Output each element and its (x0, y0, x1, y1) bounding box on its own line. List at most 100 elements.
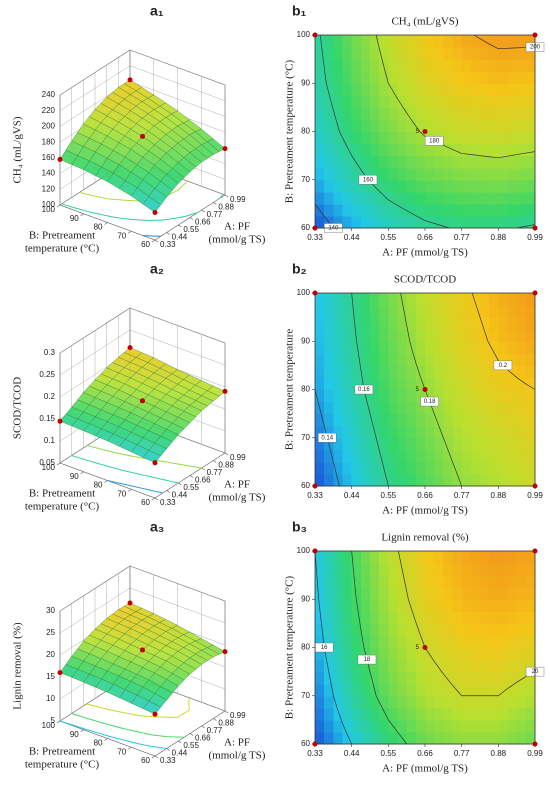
contour-cell (425, 365, 435, 379)
contour-cell (333, 563, 344, 576)
contour-cell (516, 317, 527, 330)
x-tick (224, 710, 229, 714)
contour-cell (434, 623, 444, 637)
contour-cell (406, 635, 417, 649)
contour-cell (370, 143, 380, 157)
contour-cell (480, 131, 490, 145)
contour-cell (452, 341, 463, 354)
contour-cell (397, 425, 408, 439)
contour-cell (507, 317, 518, 330)
contour-cell (397, 215, 408, 229)
contour-cell (434, 449, 444, 463)
contour-cell (342, 191, 353, 205)
contour-cell (360, 671, 371, 685)
contour-cell (480, 413, 490, 427)
contour-cell (443, 305, 454, 318)
contour-cell (351, 317, 362, 330)
y-tick (128, 747, 132, 750)
contour-cell (324, 575, 334, 588)
contour-cell (333, 377, 344, 391)
contour-cell (461, 107, 472, 121)
contour-cell (324, 131, 334, 145)
contour-cell (470, 83, 481, 96)
contour-cell (324, 47, 334, 60)
contour-cell (342, 329, 353, 342)
contour-cell (452, 563, 463, 576)
contour-cell (434, 707, 444, 721)
y-tick-label: 80 (94, 739, 103, 748)
y-tick-label: 100 (42, 205, 56, 214)
contour-cell (388, 59, 399, 72)
contour-cell (452, 365, 463, 379)
contour-cell (434, 95, 444, 108)
contour-cell (397, 611, 408, 624)
design-point (532, 548, 538, 554)
contour-cell (480, 599, 490, 612)
contour-cell (507, 365, 518, 379)
contour-cell (360, 59, 371, 72)
contour-cell (415, 611, 426, 624)
contour-cell (360, 353, 371, 366)
contour-cell (351, 647, 362, 661)
contour-cell (461, 611, 472, 624)
contour-cell (507, 59, 518, 72)
design-point (140, 398, 145, 404)
contour-cell (425, 377, 435, 391)
contour-cell (425, 35, 435, 48)
contour-cell (507, 551, 518, 564)
contour-cell (498, 59, 509, 72)
contour-cell (525, 683, 536, 697)
contour-label-box (424, 136, 444, 146)
contour-label-box (354, 384, 374, 395)
y-tick (80, 471, 84, 474)
contour-cell (397, 413, 408, 427)
y-tick-label: 90 (301, 336, 310, 345)
contour-cell (342, 731, 353, 745)
contour-cell (333, 671, 344, 685)
contour-cell (379, 143, 389, 157)
contour-cell (470, 707, 481, 721)
contour-cell (507, 203, 518, 217)
contour-cell (342, 353, 353, 366)
contour-cell (525, 83, 536, 96)
contour-cell (333, 47, 344, 60)
contour-cell (498, 203, 509, 217)
contour-cell (443, 551, 454, 564)
z-tick-label: 10 (46, 694, 55, 703)
contour-line (351, 292, 389, 487)
contour-cell (516, 695, 527, 709)
contour-cell (470, 179, 481, 193)
contour-cell (507, 623, 518, 637)
panel-label: b₃ (292, 519, 307, 535)
contour-cell (397, 143, 408, 157)
contour-cell (480, 563, 490, 576)
contour-cell (360, 575, 371, 588)
contour-label: 16 (321, 645, 328, 651)
y-tick-label: 90 (70, 472, 79, 481)
contour-cell (315, 329, 325, 342)
contour-cell (425, 647, 435, 661)
contour-cell (425, 329, 435, 342)
contour-cell (342, 293, 353, 306)
contour-cell (507, 155, 518, 169)
contour-cell (415, 671, 426, 685)
contour-cell (470, 329, 481, 342)
contour-cell (315, 659, 325, 673)
contour-cell (351, 353, 362, 366)
contour-cell (388, 659, 399, 673)
contour-cell (434, 59, 444, 72)
contour-cell (434, 293, 444, 306)
center-label: 5 (416, 387, 420, 393)
y-tick-label: 70 (117, 231, 126, 240)
contour-cell (489, 83, 499, 96)
contour-cell (452, 575, 463, 588)
contour-cell (415, 305, 426, 318)
contour-cell (315, 353, 325, 366)
contour-cell (342, 551, 353, 564)
contour-cell (470, 683, 481, 697)
contour-cell (415, 215, 426, 229)
contour-cell (452, 413, 463, 427)
contour-cell (489, 377, 499, 391)
contour-cell (415, 437, 426, 451)
x-tick-label: 0.55 (183, 741, 199, 750)
